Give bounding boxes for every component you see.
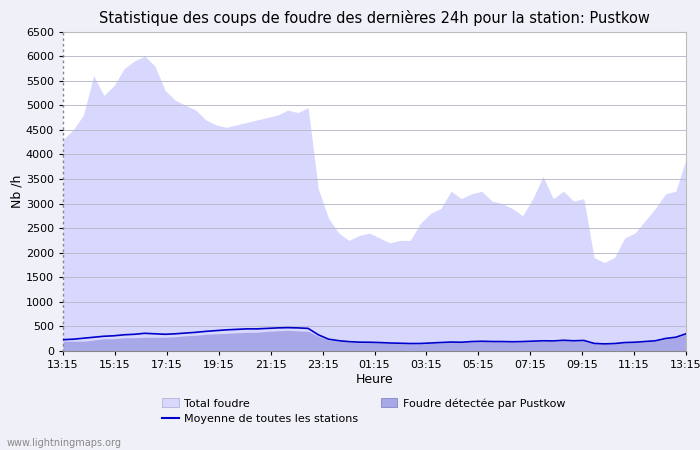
Title: Statistique des coups de foudre des dernières 24h pour la station: Pustkow: Statistique des coups de foudre des dern… bbox=[99, 10, 650, 26]
Legend: Total foudre, Moyenne de toutes les stations, Foudre détectée par Pustkow: Total foudre, Moyenne de toutes les stat… bbox=[162, 398, 566, 424]
Text: www.lightningmaps.org: www.lightningmaps.org bbox=[7, 438, 122, 448]
X-axis label: Heure: Heure bbox=[356, 373, 393, 386]
Y-axis label: Nb /h: Nb /h bbox=[10, 175, 23, 208]
